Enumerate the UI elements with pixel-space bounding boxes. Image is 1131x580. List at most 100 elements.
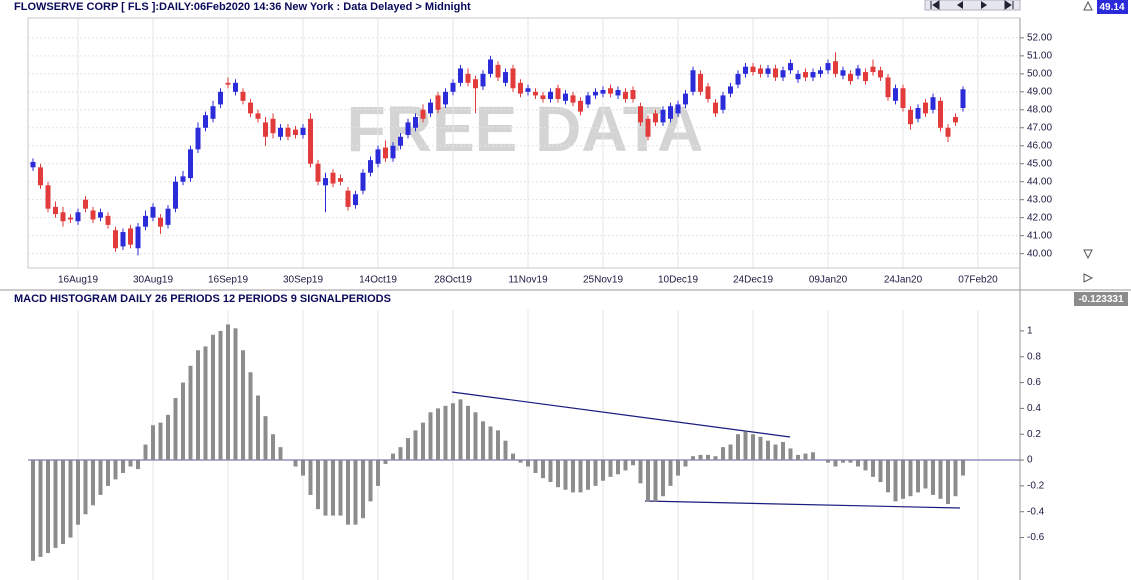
bar	[826, 460, 830, 463]
scroll-down-icon[interactable]	[1083, 249, 1093, 260]
candle-body	[195, 127, 201, 150]
x-tick-label: 10Dec19	[658, 275, 698, 286]
nav-bar[interactable]	[924, 0, 1021, 11]
nav-last[interactable]	[1004, 0, 1014, 10]
x-tick-label: 09Jan20	[809, 275, 848, 286]
bar	[173, 398, 178, 461]
bar	[451, 403, 455, 461]
candle-body	[705, 86, 711, 100]
bar	[788, 448, 793, 461]
candle-body	[593, 91, 598, 96]
bar	[743, 431, 748, 461]
bar	[781, 441, 785, 461]
nav-prev[interactable]	[957, 1, 963, 9]
candle-body	[98, 212, 103, 218]
candle-body	[780, 70, 786, 78]
candle-body	[158, 217, 163, 227]
candle-body	[488, 59, 493, 74]
nav-first[interactable]	[930, 0, 940, 10]
last-value-box	[1074, 292, 1128, 306]
candle-body	[218, 91, 223, 105]
bar	[91, 460, 95, 506]
y-tick-label: -0.6	[1027, 532, 1045, 543]
bar	[368, 460, 373, 502]
bar	[698, 454, 703, 461]
candle-body	[143, 215, 148, 227]
bar	[76, 460, 80, 525]
candle-body	[720, 95, 726, 110]
candle-body	[68, 217, 73, 220]
y-tick-label: 43.00	[1027, 194, 1052, 205]
bar	[113, 460, 118, 480]
bar	[683, 460, 688, 467]
x-tick-label: 11Nov19	[508, 275, 548, 286]
bar	[256, 395, 260, 461]
candle-body	[345, 190, 351, 207]
bar	[308, 460, 313, 495]
bar	[398, 447, 403, 461]
bar	[413, 430, 418, 461]
bar	[856, 460, 860, 467]
candle-body	[563, 93, 568, 101]
bar	[646, 460, 650, 502]
candle-body	[113, 230, 118, 249]
bar	[511, 453, 515, 461]
candle-body	[683, 93, 688, 105]
bar	[503, 440, 508, 461]
candle-body	[188, 149, 193, 179]
bar	[428, 412, 433, 461]
candle-body	[945, 127, 951, 137]
y-tick-label: 0.4	[1027, 403, 1041, 414]
scroll-right-icon[interactable]	[1083, 273, 1094, 283]
candle-body	[548, 91, 553, 100]
bar	[346, 460, 350, 525]
bar	[106, 460, 110, 486]
last-price-box	[1097, 0, 1128, 14]
bar	[226, 324, 230, 461]
bar	[848, 460, 853, 463]
candle-body	[510, 68, 516, 89]
bar	[143, 444, 148, 461]
bar	[383, 460, 388, 464]
bar	[61, 460, 65, 545]
candle-body	[450, 82, 456, 92]
bar	[481, 421, 485, 461]
candle-body	[668, 106, 673, 119]
nav-buttons[interactable]	[924, 0, 1021, 11]
bar	[721, 447, 725, 461]
candle-body	[608, 88, 613, 94]
bar	[571, 460, 575, 493]
candle-body	[233, 82, 238, 92]
candle-body	[773, 68, 778, 78]
bar	[938, 460, 943, 499]
y-tick-label: 47.00	[1027, 122, 1052, 133]
candle-body	[765, 68, 771, 74]
x-tick-label: 16Aug19	[58, 275, 98, 286]
bar	[316, 460, 320, 510]
candle-body	[540, 95, 546, 100]
candle-body	[473, 79, 478, 89]
y-tick-label: 42.00	[1027, 212, 1052, 223]
candle-body	[255, 113, 261, 119]
trend-line	[451, 391, 791, 438]
nav-next[interactable]	[981, 1, 987, 9]
x-tick-label: 07Feb20	[958, 275, 998, 286]
candle-body	[315, 163, 321, 182]
scroll-up-icon[interactable]	[1083, 0, 1093, 11]
x-tick-label: 28Oct19	[434, 275, 472, 286]
bar	[361, 460, 365, 519]
bar	[586, 460, 590, 490]
bar	[391, 453, 395, 461]
bar	[518, 460, 523, 463]
bar	[488, 426, 493, 461]
bar	[728, 444, 733, 461]
bar	[616, 460, 620, 475]
y-tick-label: 0.2	[1027, 429, 1041, 440]
x-tick-label: 25Nov19	[583, 275, 623, 286]
bar	[158, 422, 163, 461]
candle-body	[630, 90, 636, 100]
bar	[668, 460, 673, 486]
candle-body	[848, 73, 853, 82]
candle-body	[240, 91, 246, 101]
